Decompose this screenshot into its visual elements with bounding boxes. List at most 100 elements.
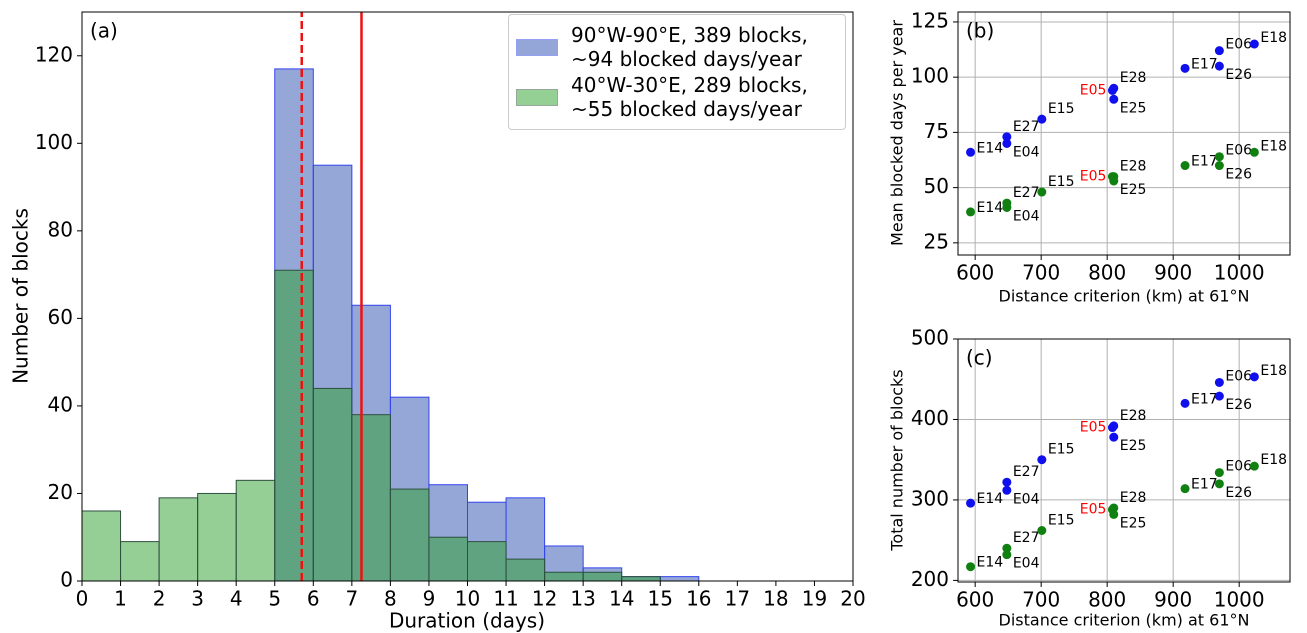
point-label: E27 bbox=[1013, 530, 1040, 546]
point bbox=[1037, 187, 1047, 197]
bar bbox=[544, 571, 584, 582]
point-label: E14 bbox=[977, 200, 1004, 216]
point-label: E17 bbox=[1191, 154, 1218, 170]
bar bbox=[158, 497, 199, 582]
point bbox=[1180, 161, 1190, 171]
x-tick-label: 9 bbox=[423, 587, 436, 611]
point-label: E06 bbox=[1225, 143, 1252, 159]
point-label: E17 bbox=[1191, 56, 1218, 72]
point-label: E05 bbox=[1080, 82, 1107, 98]
point bbox=[1037, 114, 1047, 124]
point-label: E26 bbox=[1225, 397, 1252, 413]
point-label: E15 bbox=[1048, 513, 1075, 529]
y-tick-label: 60 bbox=[48, 305, 73, 329]
point bbox=[1109, 432, 1119, 442]
y-tick-label: 100 bbox=[911, 64, 949, 88]
y-axis-label: Total number of blocks bbox=[888, 369, 907, 551]
point-label: E05 bbox=[1080, 420, 1107, 436]
legend-entry: 40°W-30°E, 289 blocks, ~55 blocked days/… bbox=[516, 73, 837, 121]
point-label: E28 bbox=[1120, 490, 1147, 506]
legend-label: 40°W-30°E, 289 blocks, ~55 blocked days/… bbox=[571, 73, 808, 121]
point-label: E05 bbox=[1080, 169, 1107, 185]
point-label: E28 bbox=[1120, 159, 1147, 175]
plot-area bbox=[958, 12, 1290, 255]
bar bbox=[621, 576, 661, 582]
point-label: E18 bbox=[1260, 452, 1287, 468]
point-label: E06 bbox=[1225, 37, 1252, 53]
point-label: E14 bbox=[977, 555, 1004, 571]
point bbox=[1109, 503, 1119, 513]
point-label: E04 bbox=[1013, 209, 1040, 225]
point bbox=[1249, 461, 1259, 471]
y-tick-label: 300 bbox=[911, 486, 949, 510]
axes-frame bbox=[957, 11, 1291, 256]
point-label: E17 bbox=[1191, 391, 1218, 407]
point-label: E27 bbox=[1013, 464, 1040, 480]
point-label: E27 bbox=[1013, 185, 1040, 201]
point bbox=[1037, 526, 1047, 536]
bar bbox=[120, 541, 160, 582]
x-tick-label: 17 bbox=[725, 587, 750, 611]
x-tick-label: 16 bbox=[686, 587, 711, 611]
panel-label: (b) bbox=[966, 19, 994, 43]
point bbox=[1180, 398, 1190, 408]
point-label: E28 bbox=[1120, 70, 1147, 86]
bar bbox=[81, 510, 122, 582]
y-tick-label: 100 bbox=[35, 130, 73, 154]
bar bbox=[389, 488, 430, 582]
y-tick-label: 125 bbox=[911, 8, 949, 32]
point bbox=[1249, 39, 1259, 49]
y-tick-label: 120 bbox=[35, 42, 73, 66]
point bbox=[1002, 203, 1012, 213]
legend-swatch bbox=[516, 88, 558, 106]
x-tick-label: 600 bbox=[956, 261, 994, 285]
point bbox=[1002, 550, 1012, 560]
point bbox=[1214, 377, 1224, 387]
x-axis-label: Duration (days) bbox=[389, 609, 545, 633]
bar bbox=[197, 492, 237, 582]
x-tick-label: 1000 bbox=[1214, 588, 1265, 612]
bar bbox=[312, 387, 353, 582]
point-label: E26 bbox=[1225, 67, 1252, 83]
point bbox=[1109, 176, 1119, 186]
x-tick-label: 7 bbox=[345, 587, 358, 611]
bar bbox=[428, 536, 469, 582]
point bbox=[966, 498, 976, 508]
x-tick-label: 900 bbox=[1154, 261, 1192, 285]
point-label: E26 bbox=[1225, 167, 1252, 183]
x-tick-label: 13 bbox=[570, 587, 595, 611]
point-label: E06 bbox=[1225, 368, 1252, 384]
x-tick-label: 3 bbox=[191, 587, 204, 611]
y-tick-label: 40 bbox=[48, 392, 73, 416]
x-tick-label: 4 bbox=[230, 587, 243, 611]
bar bbox=[467, 541, 507, 582]
y-tick-label: 20 bbox=[48, 480, 73, 504]
point bbox=[1214, 479, 1224, 489]
x-tick-label: 5 bbox=[268, 587, 281, 611]
bar bbox=[505, 558, 546, 582]
legend-entry: 90°W-90°E, 389 blocks, ~94 blocked days/… bbox=[516, 23, 837, 71]
point-label: E04 bbox=[1013, 491, 1040, 507]
point bbox=[1214, 391, 1224, 401]
bar bbox=[235, 479, 276, 582]
y-tick-label: 50 bbox=[924, 174, 949, 198]
bar bbox=[351, 414, 391, 582]
y-tick-label: 80 bbox=[48, 217, 73, 241]
point bbox=[1002, 485, 1012, 495]
point bbox=[1214, 46, 1224, 56]
point-label: E18 bbox=[1260, 363, 1287, 379]
panel-label: (a) bbox=[90, 19, 118, 43]
y-tick-label: 200 bbox=[911, 567, 949, 591]
point-label: E28 bbox=[1120, 408, 1147, 424]
point-label: E17 bbox=[1191, 477, 1218, 493]
x-tick-label: 700 bbox=[1022, 261, 1060, 285]
point bbox=[1109, 83, 1119, 93]
panel-label: (c) bbox=[966, 346, 993, 370]
bar bbox=[582, 571, 623, 582]
bar bbox=[274, 269, 314, 582]
point-label: E26 bbox=[1225, 485, 1252, 501]
x-tick-label: 15 bbox=[648, 587, 673, 611]
point bbox=[966, 207, 976, 217]
point bbox=[1109, 421, 1119, 431]
